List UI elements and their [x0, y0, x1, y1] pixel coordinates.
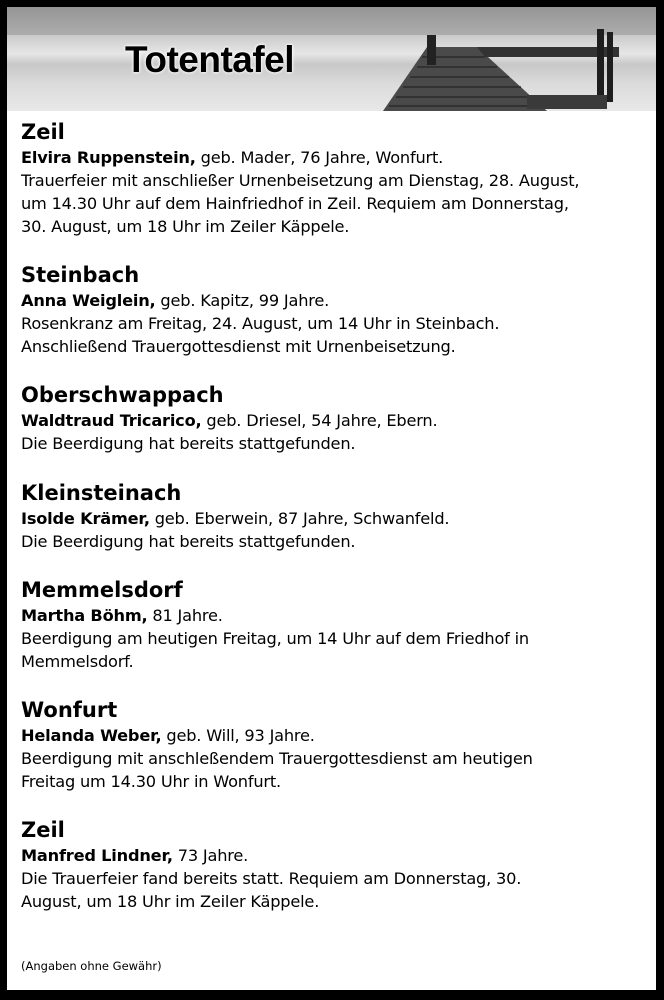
entry-place: Zeil: [21, 120, 65, 144]
header-banner: Totentafel: [7, 7, 656, 111]
entry: Zeil Elvira Ruppenstein, geb. Mader, 76 …: [21, 118, 651, 238]
entry: Oberschwappach Waldtraud Tricarico, geb.…: [21, 381, 651, 455]
entry: Steinbach Anna Weiglein, geb. Kapitz, 99…: [21, 261, 651, 358]
entry-info: geb. Will, 93 Jahre.: [161, 726, 315, 745]
entry-text: um 14.30 Uhr auf dem Hainfriedhof in Zei…: [21, 194, 569, 213]
entry-info: geb. Driesel, 54 Jahre, Ebern.: [201, 411, 438, 430]
entry-info: geb. Eberwein, 87 Jahre, Schwanfeld.: [149, 509, 450, 528]
jetty-image: [7, 7, 656, 111]
entry-name: Anna Weiglein,: [21, 291, 156, 310]
entry-text: Die Beerdigung hat bereits stattgefunden…: [21, 434, 356, 453]
entry-name: Martha Böhm,: [21, 606, 148, 625]
entry-text: Memmelsdorf.: [21, 652, 134, 671]
entry-text: Die Beerdigung hat bereits stattgefunden…: [21, 532, 356, 551]
entry-info: geb. Kapitz, 99 Jahre.: [155, 291, 330, 310]
entry-text: Beerdigung mit anschleßendem Trauergotte…: [21, 749, 533, 768]
entry-text: Trauerfeier mit anschließer Urnenbeisetz…: [21, 171, 580, 190]
entry-name: Helanda Weber,: [21, 726, 162, 745]
entry-text: Freitag um 14.30 Uhr in Wonfurt.: [21, 772, 281, 791]
entry-name: Elvira Ruppenstein,: [21, 148, 196, 167]
entry-name: Manfred Lindner,: [21, 846, 173, 865]
entry-info: geb. Mader, 76 Jahre, Wonfurt.: [195, 148, 444, 167]
entry-place: Steinbach: [21, 263, 140, 287]
entry-text: Rosenkranz am Freitag, 24. August, um 14…: [21, 314, 500, 333]
entry-info: 81 Jahre.: [147, 606, 223, 625]
entry-place: Kleinsteinach: [21, 481, 182, 505]
entry: Wonfurt Helanda Weber, geb. Will, 93 Jah…: [21, 696, 651, 793]
entry: Zeil Manfred Lindner, 73 Jahre. Die Trau…: [21, 816, 651, 913]
disclaimer: (Angaben ohne Gewähr): [21, 959, 162, 973]
entry-place: Wonfurt: [21, 698, 118, 722]
obituary-page: Totentafel Zeil Elvira Ruppenstein, geb.…: [7, 7, 656, 990]
entry: Kleinsteinach Isolde Krämer, geb. Eberwe…: [21, 479, 651, 553]
entry-info: 73 Jahre.: [172, 846, 249, 865]
entry-text: Beerdigung am heutigen Freitag, um 14 Uh…: [21, 629, 529, 648]
entry-text: 30. August, um 18 Uhr im Zeiler Käppele.: [21, 217, 350, 236]
page-title: Totentafel: [125, 39, 295, 80]
entry-text: Anschließend Trauergottesdienst mit Urne…: [21, 337, 456, 356]
entry-name: Isolde Krämer,: [21, 509, 150, 528]
entry-text: Die Trauerfeier fand bereits statt. Requ…: [21, 869, 522, 888]
entry-place: Oberschwappach: [21, 383, 224, 407]
entry-text: August, um 18 Uhr im Zeiler Käppele.: [21, 892, 320, 911]
entry-place: Memmelsdorf: [21, 578, 183, 602]
entry-name: Waldtraud Tricarico,: [21, 411, 202, 430]
entry: Memmelsdorf Martha Böhm, 81 Jahre. Beerd…: [21, 576, 651, 673]
entry-place: Zeil: [21, 818, 65, 842]
